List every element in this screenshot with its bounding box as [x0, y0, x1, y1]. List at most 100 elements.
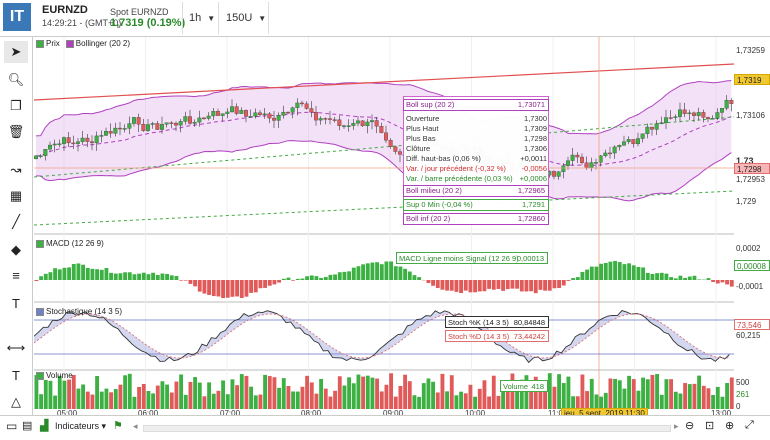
- text-tool-icon[interactable]: T: [12, 296, 20, 311]
- macd-bar: [123, 272, 128, 280]
- candle-body: [57, 143, 62, 145]
- measure-tool-icon[interactable]: ⟷: [6, 340, 26, 355]
- volume-bar: [650, 374, 655, 409]
- candle-body: [290, 107, 295, 113]
- macd-bar: [389, 261, 394, 280]
- volume-bar: [132, 396, 137, 409]
- chart-tool-icon[interactable]: ▦: [9, 188, 23, 203]
- candle-body: [272, 117, 276, 121]
- candle-body: [146, 124, 150, 131]
- volume-bar: [496, 395, 501, 409]
- volume-bar: [361, 376, 366, 409]
- macd-bar: [417, 277, 422, 280]
- macd-signal-tag: MACD Ligne moins Signal (12 26 9) 0,00013: [396, 252, 548, 264]
- time-tick: 08:00: [301, 409, 322, 418]
- indicators-button[interactable]: Indicateurs ▾: [55, 421, 107, 431]
- candle-body: [220, 113, 225, 116]
- macd-bar: [99, 269, 104, 280]
- candle-body: [90, 141, 94, 144]
- candle-body: [715, 112, 720, 119]
- zoom-in-icon[interactable]: ⊕: [725, 420, 735, 432]
- time-tick: 13:00: [711, 409, 732, 418]
- macd-bar: [641, 267, 646, 280]
- candle-body: [608, 152, 612, 155]
- sidebar-toggle-icon[interactable]: ▤: [22, 420, 33, 432]
- macd-tick: -0,0001: [736, 282, 764, 291]
- macd-bar: [725, 280, 730, 285]
- volume-bar: [426, 378, 431, 409]
- volume-bar: [85, 391, 90, 409]
- macd-bar: [692, 275, 697, 280]
- fullscreen-icon[interactable]: ⤢: [745, 419, 754, 431]
- candle-body: [206, 115, 211, 119]
- scroll-left-icon[interactable]: ◂: [133, 421, 138, 431]
- volume-bar: [225, 394, 230, 409]
- volume-bar: [389, 373, 394, 409]
- timeframe-dropdown[interactable]: 1h ▼: [189, 12, 215, 24]
- zoom-reset-icon[interactable]: ⊡: [705, 420, 715, 432]
- candle-body: [598, 155, 603, 163]
- chart-canvas[interactable]: [33, 37, 735, 415]
- bars-dropdown[interactable]: 150U ▼: [226, 12, 266, 24]
- price-tick: 1,73: [736, 156, 754, 166]
- header-divider: [218, 2, 219, 34]
- strategy-icon[interactable]: ⚑: [113, 420, 123, 432]
- horizontal-scrollbar[interactable]: [143, 425, 671, 432]
- volume-bar: [141, 383, 146, 409]
- symbol-name[interactable]: EURNZD: [42, 4, 88, 16]
- macd-bar: [300, 278, 305, 280]
- macd-bar: [379, 264, 384, 280]
- pattern-tool-icon[interactable]: △: [11, 394, 21, 409]
- zoom-out-icon[interactable]: ⊖: [685, 420, 695, 432]
- cursor-tool-icon[interactable]: ➤: [4, 41, 28, 63]
- candle-body: [323, 118, 328, 120]
- candle-body: [631, 139, 636, 145]
- macd-bar: [53, 268, 58, 280]
- volume-bar: [57, 375, 62, 409]
- volume-bar: [62, 380, 67, 409]
- candle-body: [384, 132, 388, 141]
- candle-body: [76, 141, 80, 144]
- macd-bar: [659, 272, 664, 280]
- candle-body: [104, 131, 108, 136]
- macd-bar: [267, 280, 272, 286]
- macd-bar: [165, 273, 170, 280]
- shapes-tool-icon[interactable]: ◆: [11, 242, 21, 257]
- macd-bar: [501, 280, 506, 291]
- trash-icon[interactable]: 🗑︎: [7, 124, 25, 139]
- trend-indicator-icon[interactable]: ↝: [10, 162, 22, 177]
- macd-bar: [118, 273, 123, 280]
- line-tool-icon[interactable]: ╱: [12, 214, 20, 229]
- macd-bar: [440, 280, 445, 290]
- price-axis[interactable]: 1,73259 1,7319 1,73106 1,73 1,7298 1,729…: [734, 37, 770, 415]
- scroll-right-icon[interactable]: ▸: [674, 421, 679, 431]
- macd-bar: [384, 261, 389, 280]
- volume-bar: [71, 375, 76, 409]
- volume-bar: [701, 385, 706, 409]
- candle-body: [636, 138, 640, 145]
- macd-bar: [174, 276, 179, 280]
- volume-bar: [95, 376, 100, 409]
- volume-bar: [627, 375, 632, 409]
- volume-tick: 0: [736, 402, 741, 411]
- macd-bar: [370, 262, 375, 280]
- candle-body: [356, 120, 360, 124]
- copy-icon[interactable]: ❐: [10, 98, 22, 113]
- macd-bar: [566, 280, 571, 281]
- zoom-search-icon[interactable]: 🔍︎: [7, 72, 25, 87]
- macd-bar: [211, 280, 216, 297]
- channel-tool-icon[interactable]: ≡: [12, 268, 20, 283]
- macd-bar: [323, 276, 328, 280]
- stoch-d-line: [33, 313, 730, 359]
- volume-bar: [398, 385, 403, 409]
- macd-bar: [697, 279, 702, 280]
- volume-bar: [575, 396, 580, 409]
- layout-icon[interactable]: ▭: [6, 419, 18, 433]
- indicators-icon[interactable]: ▟: [40, 420, 49, 432]
- chart-area[interactable]: [33, 37, 735, 415]
- macd-bar: [496, 280, 501, 289]
- volume-bar: [127, 373, 132, 409]
- macd-bar: [286, 277, 291, 280]
- candle-body: [589, 162, 594, 169]
- text-box-tool-icon[interactable]: T: [12, 368, 20, 383]
